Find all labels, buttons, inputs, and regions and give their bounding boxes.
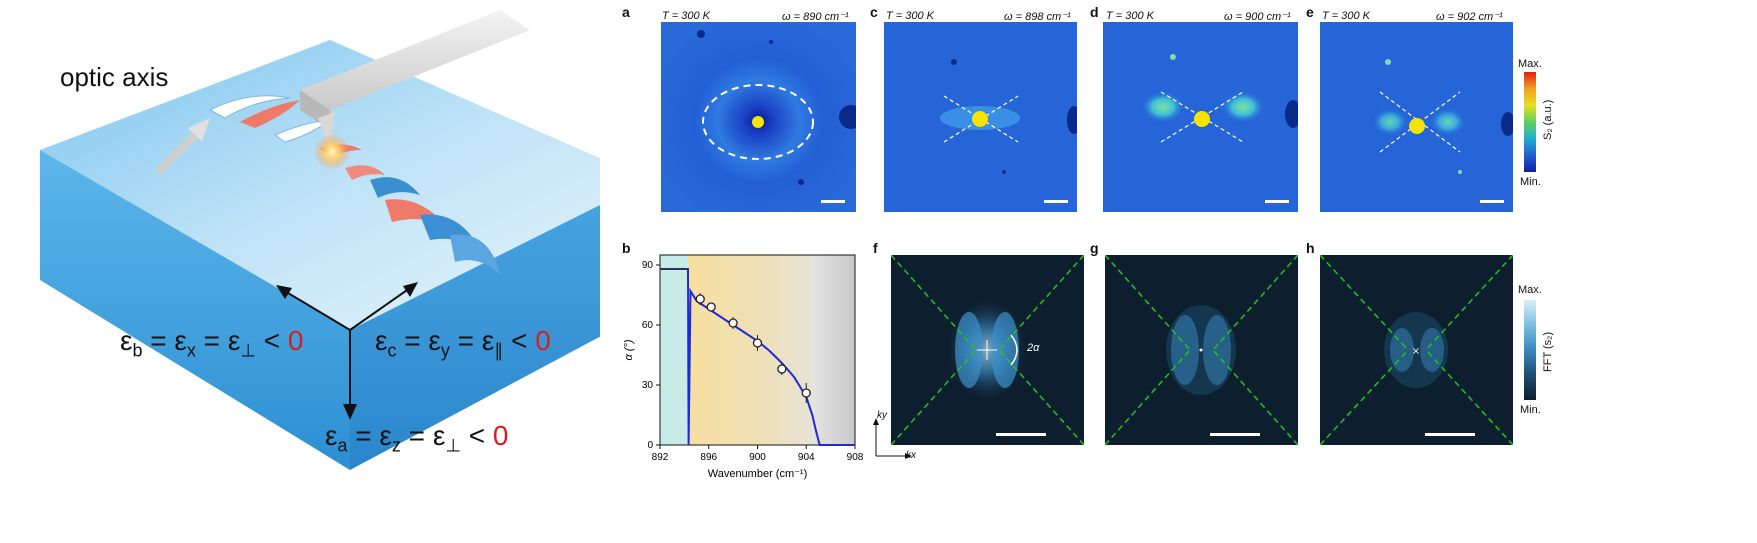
data-point-4: [777, 364, 787, 374]
band-orange: [688, 255, 813, 445]
panel-label-d: d: [1090, 4, 1099, 20]
panel-label-c: c: [870, 4, 878, 20]
panel-d-temp: T = 300 K: [1106, 10, 1155, 22]
panel-c-temp: T = 300 K: [886, 10, 935, 22]
scale-bar-e: [1480, 200, 1504, 203]
x-tick-label-0: 892: [652, 452, 669, 463]
y-tick-label-2: 60: [642, 320, 654, 331]
image-a-svg: [661, 22, 856, 212]
panel-label-f: f: [873, 240, 878, 256]
panel-label-b: b: [622, 240, 631, 256]
tip-glow: [314, 134, 350, 170]
optic-axis-arrow: [156, 126, 204, 174]
fft-image-h: ×: [1320, 255, 1513, 445]
colorbar-top-max: Max.: [1518, 58, 1542, 70]
y-tick-label-3: 90: [642, 260, 654, 271]
eq-b: εb = εx = ε⊥ < 0: [120, 325, 304, 361]
optic-axis-arrowhead: [188, 118, 210, 142]
eq-a: εa = εz = ε⊥ < 0: [325, 420, 509, 456]
near-field-image-c: [884, 22, 1077, 212]
chart-b: 892 896 900 904 908 0 30 60 90 Wavenumber (cm⁻¹) α…: [600, 240, 870, 538]
fft-g-svg: [1105, 255, 1298, 445]
scale-bar-h: [1425, 433, 1475, 436]
fft-image-g: [1105, 255, 1298, 445]
image-e-svg: [1320, 22, 1513, 212]
scale-bar-c: [1044, 200, 1068, 203]
data-point-3: [752, 338, 763, 348]
panel-a-temp: T = 300 K: [662, 10, 711, 22]
crystal-left-face: [40, 150, 350, 470]
image-c-svg: [884, 22, 1077, 212]
near-field-image-d: [1103, 22, 1298, 212]
colorbar-bottom-max: Max.: [1518, 284, 1542, 296]
x-tick-label-1: 896: [700, 452, 717, 463]
y-axis-label: α (°): [623, 339, 635, 360]
angle-label: 2α: [1027, 342, 1040, 354]
scale-bar-g: [1210, 433, 1260, 436]
fft-f-svg: [891, 255, 1084, 445]
y-tick-label-1: 30: [642, 380, 654, 391]
data-point-0: [695, 294, 705, 304]
crystal-illustration: optic axis εb = εx = ε⊥ < 0 εc = εy = ε∥…: [0, 0, 650, 538]
afm-cantilever: [300, 10, 530, 110]
panel-d-omega: ω = 900 cm⁻¹: [1224, 11, 1291, 23]
axis-c-arrow: [349, 287, 411, 331]
band-grey: [812, 255, 855, 445]
kx-label: kx: [906, 450, 916, 461]
panel-e-omega: ω = 902 cm⁻¹: [1436, 11, 1503, 23]
fft-image-f: 2α: [891, 255, 1084, 445]
data-point-5: [801, 388, 811, 398]
panel-label-a: a: [622, 4, 630, 20]
optic-axis-label: optic axis: [60, 62, 169, 92]
panel-label-g: g: [1090, 240, 1099, 256]
panel-label-h: h: [1306, 240, 1315, 256]
crystal-top-face: [40, 40, 650, 330]
band-teal: [660, 255, 689, 445]
chart-b-svg: 892 896 900 904 908 0 30 60 90 Wavenumber (cm⁻¹) α…: [623, 254, 864, 480]
colorbar-bottom-min: Min.: [1520, 404, 1541, 416]
panel-a-omega: ω = 890 cm⁻¹: [782, 11, 849, 23]
image-d-svg: [1103, 22, 1298, 212]
svg-text:×: ×: [1412, 346, 1420, 357]
colorbar-top-min: Min.: [1520, 176, 1541, 188]
near-field-image-e: [1320, 22, 1513, 212]
data-point-1: [706, 302, 716, 312]
ky-label: ky: [877, 410, 887, 421]
colorbar-top: [1524, 72, 1536, 172]
y-tick-label-0: 0: [647, 440, 653, 451]
theory-line: [660, 268, 855, 446]
x-tick-label-4: 908: [847, 452, 864, 463]
x-tick-label-3: 904: [798, 452, 815, 463]
fft-h-svg: ×: [1320, 255, 1513, 445]
axis-b-arrow: [282, 289, 351, 331]
colorbar-bottom-title: FFT (s₂): [1542, 331, 1554, 372]
x-axis-label: Wavenumber (cm⁻¹): [708, 468, 808, 480]
scale-bar-a: [821, 200, 845, 203]
colorbar-bottom: [1524, 300, 1536, 400]
data-point-2: [728, 318, 738, 328]
x-tick-label-2: 900: [749, 452, 766, 463]
near-field-image-a: [661, 22, 856, 212]
k-axes: [873, 418, 912, 459]
crystal-right-face: [350, 180, 650, 470]
panel-c-omega: ω = 898 cm⁻¹: [1004, 11, 1071, 23]
crystal-svg: [40, 10, 650, 470]
eq-c: εc = εy = ε∥ < 0: [375, 325, 551, 361]
panel-label-e: e: [1306, 4, 1314, 20]
scale-bar-d: [1265, 200, 1289, 203]
panel-e-temp: T = 300 K: [1322, 10, 1371, 22]
scale-bar-f: [996, 433, 1046, 436]
polariton-waves: [208, 95, 500, 275]
colorbar-top-title: S₂ (a.u.): [1542, 99, 1554, 140]
